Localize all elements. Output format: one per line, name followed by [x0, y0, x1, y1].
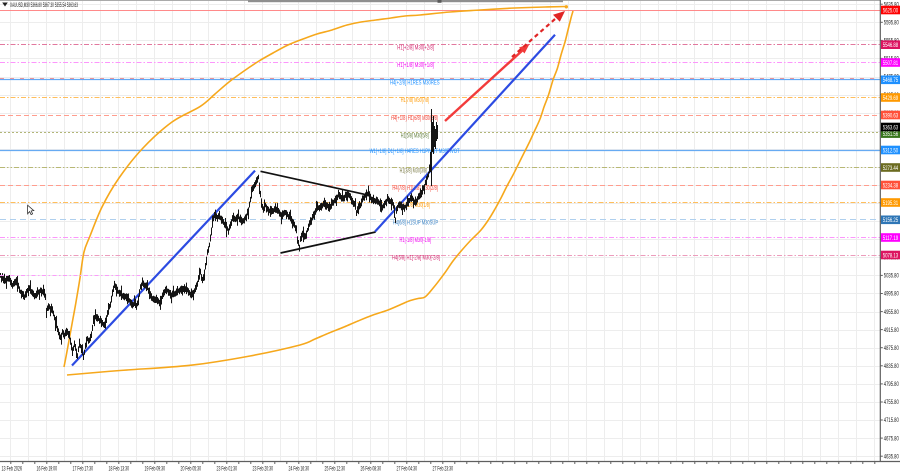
svg-text:5273.44: 5273.44	[883, 166, 899, 172]
svg-text:4955.80: 4955.80	[884, 310, 899, 316]
svg-text:4715.80: 4715.80	[884, 418, 899, 424]
svg-text:5035.80: 5035.80	[884, 274, 899, 280]
svg-text:5312.50: 5312.50	[883, 148, 899, 154]
svg-text:16 Feb 19:00: 16 Feb 19:00	[37, 467, 58, 473]
svg-text:17 Feb 17:30: 17 Feb 17:30	[73, 467, 94, 473]
svg-text:5595.80: 5595.80	[884, 21, 899, 27]
svg-text:H1[+1/8] M30[+1/8]: H1[+1/8] M30[+1/8]	[397, 62, 434, 69]
svg-text:19 Feb 09:30: 19 Feb 09:30	[145, 467, 166, 473]
svg-text:5156.25: 5156.25	[883, 218, 899, 224]
svg-text:H4[+1/8] H1[6/8] M30[6/8]: H4[+1/8] H1[6/8] M30[6/8]	[391, 115, 438, 122]
svg-text:H1[-1/8] M30[-1/8]: H1[-1/8] M30[-1/8]	[400, 237, 432, 244]
svg-text:20 Feb 05:30: 20 Feb 05:30	[181, 467, 202, 473]
svg-text:W1[+1/8] D1[+1/8] H4RES H1PIVO: W1[+1/8] D1[+1/8] H4RES H1PIVOT M30PIVOT	[370, 148, 460, 155]
svg-text:4995.80: 4995.80	[884, 292, 899, 298]
svg-text:5234.38: 5234.38	[883, 183, 899, 189]
svg-text:5390.63: 5390.63	[883, 113, 899, 119]
svg-text:4795.80: 4795.80	[884, 382, 899, 388]
svg-text:5625.00: 5625.00	[883, 8, 899, 14]
svg-text:23 Feb 01:30: 23 Feb 01:30	[217, 467, 238, 473]
svg-text:5468.75: 5468.75	[883, 78, 899, 84]
svg-text:5363.63: 5363.63	[883, 125, 899, 131]
svg-text:4635.80: 4635.80	[884, 454, 899, 460]
svg-text:23 Feb 20:30: 23 Feb 20:30	[253, 467, 274, 473]
svg-text:5351.56: 5351.56	[883, 132, 899, 138]
svg-text:25 Feb 12:30: 25 Feb 12:30	[325, 467, 346, 473]
svg-text:XAUUSD,M30 5366.80 5367.30 535: XAUUSD,M30 5366.80 5367.30 5355.54 5363.…	[10, 2, 78, 9]
svg-text:18 Feb 13:30: 18 Feb 13:30	[109, 467, 130, 473]
svg-text:24 Feb 16:30: 24 Feb 16:30	[289, 467, 310, 473]
svg-text:5429.69: 5429.69	[883, 96, 899, 102]
svg-text:4915.80: 4915.80	[884, 328, 899, 334]
svg-text:4675.80: 4675.80	[884, 436, 899, 442]
svg-text:26 Feb 08:30: 26 Feb 08:30	[361, 467, 382, 473]
svg-text:5195.31: 5195.31	[883, 201, 899, 207]
svg-text:5507.81: 5507.81	[883, 61, 899, 67]
svg-text:H1[7/8] M30[7/8]: H1[7/8] M30[7/8]	[401, 97, 430, 104]
svg-text:H1[5/8] M30[5/8]: H1[5/8] M30[5/8]	[401, 132, 429, 139]
svg-text:27 Feb 04:30: 27 Feb 04:30	[397, 467, 418, 473]
svg-text:4755.80: 4755.80	[884, 400, 899, 406]
svg-text:5117.19: 5117.19	[883, 236, 899, 242]
svg-text:4835.80: 4835.80	[884, 364, 899, 370]
svg-text:H4[6/8] H1SUP M30SUP: H4[6/8] H1SUP M30SUP	[393, 220, 438, 227]
svg-text:27 Feb 23:30: 27 Feb 23:30	[433, 467, 454, 473]
svg-text:5546.88: 5546.88	[883, 43, 899, 49]
svg-text:4875.80: 4875.80	[884, 346, 899, 352]
svg-text:H1[+2/8] M30[+2/8]: H1[+2/8] M30[+2/8]	[397, 45, 434, 52]
svg-text:5078.13: 5078.13	[883, 253, 899, 259]
svg-text:13 Feb 2026: 13 Feb 2026	[2, 467, 23, 473]
svg-text:5635.80: 5635.80	[884, 2, 899, 8]
svg-text:H4[+2/8] H1RES M30RES: H4[+2/8] H1RES M30RES	[390, 80, 440, 87]
svg-text:H1[3/8] M30[3/8]: H1[3/8] M30[3/8]	[400, 167, 428, 174]
svg-text:H4[5/8] H1[-2/8] M30[-2/8]: H4[5/8] H1[-2/8] M30[-2/8]	[392, 255, 440, 262]
